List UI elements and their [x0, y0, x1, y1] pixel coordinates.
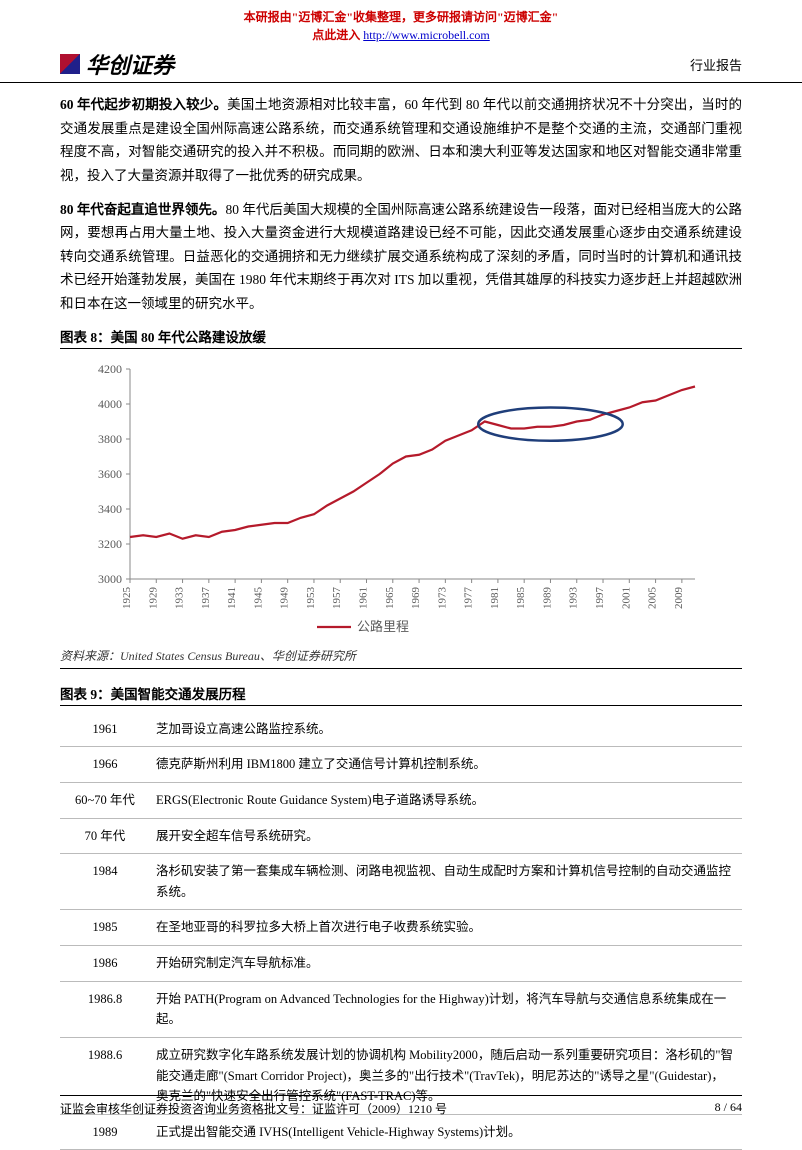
wm-text: 本研报由" — [244, 10, 299, 24]
svg-text:2009: 2009 — [673, 586, 685, 609]
timeline-year: 1984 — [60, 854, 150, 910]
footer-license: 证监会审核华创证券投资咨询业务资格批文号：证监许可（2009）1210 号 — [60, 1100, 447, 1117]
svg-text:4200: 4200 — [98, 362, 122, 376]
figure-8-source: 资料来源：United States Census Bureau、华创证券研究所 — [60, 643, 742, 669]
svg-text:1953: 1953 — [305, 586, 317, 609]
table-row: 1961芝加哥设立高速公路监控系统。 — [60, 712, 742, 747]
timeline-year: 1986.8 — [60, 981, 150, 1037]
svg-text:3400: 3400 — [98, 502, 122, 516]
svg-text:1957: 1957 — [331, 586, 343, 609]
timeline-text: ERGS(Electronic Route Guidance System)电子… — [150, 782, 742, 818]
page-footer: 证监会审核华创证券投资咨询业务资格批文号：证监许可（2009）1210 号 8 … — [60, 1095, 742, 1117]
svg-text:3800: 3800 — [98, 432, 122, 446]
svg-text:1949: 1949 — [279, 586, 291, 609]
svg-text:1993: 1993 — [568, 586, 580, 609]
timeline-text: 芝加哥设立高速公路监控系统。 — [150, 712, 742, 747]
svg-text:公路里程: 公路里程 — [357, 619, 409, 634]
timeline-text: 开始 PATH(Program on Advanced Technologies… — [150, 981, 742, 1037]
timeline-year: 1966 — [60, 747, 150, 783]
timeline-text: 在圣地亚哥的科罗拉多大桥上首次进行电子收费系统实验。 — [150, 910, 742, 946]
table-row: 1966德克萨斯州利用 IBM1800 建立了交通信号计算机控制系统。 — [60, 747, 742, 783]
svg-text:1985: 1985 — [515, 586, 527, 609]
svg-text:4000: 4000 — [98, 397, 122, 411]
timeline-text: 展开安全超车信号系统研究。 — [150, 818, 742, 854]
figure-8-chart: 3000 3200 3400 3600 3800 4000 4200 1925 1929 1933… — [60, 355, 742, 643]
timeline-text: 洛杉矶安装了第一套集成车辆检测、闭路电视监视、自动生成配时方案和计算机信号控制的… — [150, 854, 742, 910]
footer-page-number: 8 / 64 — [715, 1100, 742, 1117]
table-row: 1989正式提出智能交通 IVHS(Intelligent Vehicle-Hi… — [60, 1114, 742, 1150]
timeline-year: 60~70 年代 — [60, 782, 150, 818]
timeline-year: 1986 — [60, 946, 150, 982]
svg-text:1965: 1965 — [384, 586, 396, 609]
line-chart-svg: 3000 3200 3400 3600 3800 4000 4200 1925 1929 1933… — [80, 359, 710, 639]
svg-text:3000: 3000 — [98, 572, 122, 586]
table-row: 1986开始研究制定汽车导航标准。 — [60, 946, 742, 982]
svg-text:2001: 2001 — [620, 587, 632, 609]
svg-text:1989: 1989 — [541, 586, 553, 609]
timeline-year: 70 年代 — [60, 818, 150, 854]
company-logo-icon — [60, 54, 80, 74]
timeline-year: 1961 — [60, 712, 150, 747]
svg-text:1977: 1977 — [463, 586, 475, 609]
svg-text:1933: 1933 — [174, 586, 186, 609]
svg-text:1969: 1969 — [410, 586, 422, 609]
svg-text:1937: 1937 — [200, 586, 212, 609]
svg-text:1997: 1997 — [594, 586, 606, 609]
svg-text:1929: 1929 — [147, 586, 159, 609]
table-row: 1985在圣地亚哥的科罗拉多大桥上首次进行电子收费系统实验。 — [60, 910, 742, 946]
svg-text:1973: 1973 — [436, 586, 448, 609]
watermark-banner: 本研报由"迈博汇金"收集整理，更多研报请访问"迈博汇金" 点此进入 http:/… — [0, 0, 802, 44]
svg-text:1941: 1941 — [226, 587, 238, 609]
svg-text:1961: 1961 — [358, 587, 370, 609]
company-name: 华创证券 — [86, 48, 174, 80]
wm-line2: 点此进入 — [312, 28, 363, 42]
svg-text:2005: 2005 — [647, 586, 659, 609]
timeline-year: 1989 — [60, 1114, 150, 1150]
figure-8-title: 图表 8：美国 80 年代公路建设放缓 — [60, 326, 742, 349]
table-row: 60~70 年代ERGS(Electronic Route Guidance S… — [60, 782, 742, 818]
table-row: 70 年代展开安全超车信号系统研究。 — [60, 818, 742, 854]
svg-text:1925: 1925 — [121, 586, 133, 609]
figure-9-table: 1961芝加哥设立高速公路监控系统。1966德克萨斯州利用 IBM1800 建立… — [60, 712, 742, 1150]
timeline-text: 开始研究制定汽车导航标准。 — [150, 946, 742, 982]
paragraph-1: 60 年代起步初期投入较少。美国土地资源相对比较丰富，60 年代到 80 年代以… — [60, 93, 742, 188]
timeline-text: 德克萨斯州利用 IBM1800 建立了交通信号计算机控制系统。 — [150, 747, 742, 783]
table-row: 1986.8开始 PATH(Program on Advanced Techno… — [60, 981, 742, 1037]
paragraph-2: 80 年代奋起直追世界领先。80 年代后美国大规模的全国州际高速公路系统建设告一… — [60, 198, 742, 316]
wm-link[interactable]: http://www.microbell.com — [363, 28, 490, 42]
svg-text:1981: 1981 — [489, 587, 501, 609]
page-header: 华创证券 行业报告 — [0, 44, 802, 83]
svg-text:1945: 1945 — [252, 586, 264, 609]
figure-9-title: 图表 9：美国智能交通发展历程 — [60, 683, 742, 706]
svg-text:3600: 3600 — [98, 467, 122, 481]
svg-text:3200: 3200 — [98, 537, 122, 551]
timeline-year: 1985 — [60, 910, 150, 946]
timeline-text: 正式提出智能交通 IVHS(Intelligent Vehicle-Highwa… — [150, 1114, 742, 1150]
table-row: 1984洛杉矶安装了第一套集成车辆检测、闭路电视监视、自动生成配时方案和计算机信… — [60, 854, 742, 910]
report-type-label: 行业报告 — [690, 55, 742, 74]
